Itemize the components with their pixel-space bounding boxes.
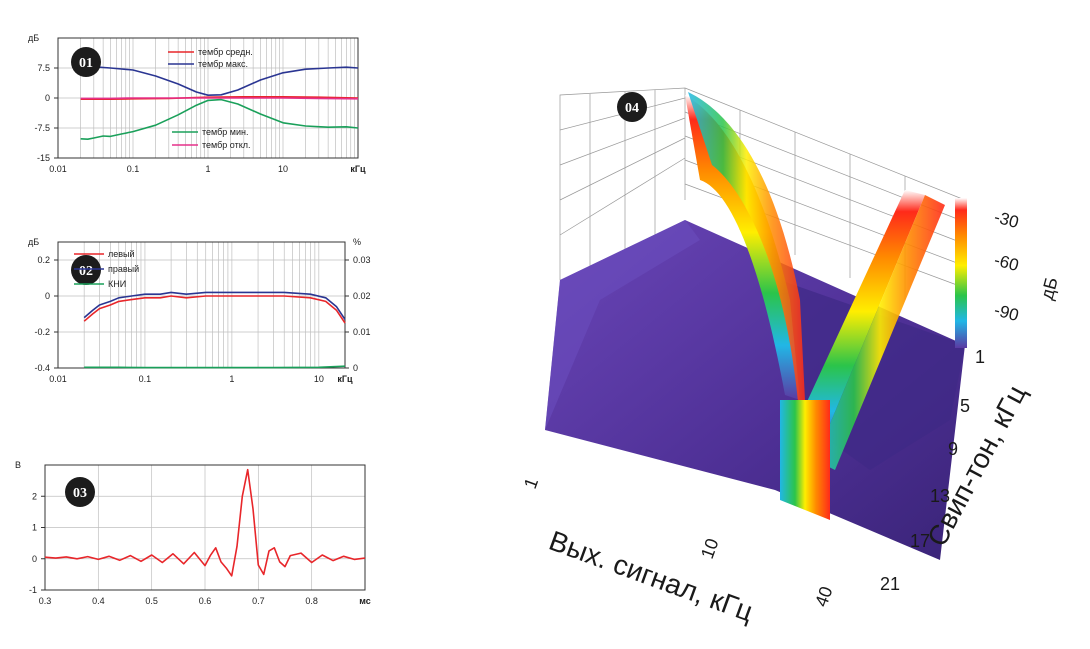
x-tick-label: 0.01 [49, 374, 67, 384]
badge-04: 04 [617, 92, 647, 122]
x-axis-unit: кГц [337, 374, 353, 384]
z-tick: -90 [992, 300, 1021, 325]
series-line [80, 97, 359, 100]
x-axis-unit: мс [359, 596, 371, 606]
legend-item-right: правый [108, 264, 139, 274]
y2-tick-label: 0.01 [353, 327, 371, 337]
series-line [80, 66, 359, 96]
y-tick: 21 [880, 574, 900, 594]
y2-tick-label: 0.03 [353, 255, 371, 265]
x-tick: 10 [697, 536, 723, 562]
series-line [83, 295, 346, 324]
y-tick-label: -0.4 [34, 363, 50, 373]
y-axis-label: дБ [28, 33, 39, 43]
legend-02: левый правый КНИ [74, 249, 139, 289]
x-tick-label: 0.4 [92, 596, 105, 606]
badge-02: 02 [71, 255, 101, 285]
y-tick-label: -7.5 [34, 123, 50, 133]
badge-03-label: 03 [73, 486, 87, 501]
series-line [44, 468, 366, 577]
x-tick-label: 0.01 [49, 164, 67, 174]
chart-04: 04 -30 -60 -90 дБ 1 5 9 13 17 21 Свип-то… [520, 87, 1062, 628]
legend-01-bottom: тембр мин. тембр откл. [172, 127, 251, 150]
chart-01: -15 -7.5 0 7.5 дБ 0.01 0.1 1 10 кГц 01 тембр сред… [28, 33, 366, 174]
x-axis-label: Вых. сигнал, кГц [545, 525, 757, 628]
x-tick-label: 10 [278, 164, 288, 174]
badge-01-label: 01 [79, 56, 93, 71]
series-line [83, 291, 346, 320]
y-tick-label: 0 [32, 554, 37, 564]
x-tick-label: 0.5 [145, 596, 158, 606]
badge-01: 01 [71, 47, 101, 77]
y-tick-label: 0 [45, 93, 50, 103]
x-tick-label: 0.7 [252, 596, 265, 606]
chart-03: -1 0 1 2 В 0.3 0.4 0.5 0.6 0.7 0.8 мс 03 [15, 460, 371, 606]
legend-item-timbre-min: тембр мин. [202, 127, 248, 137]
x-tick-label: 0.3 [39, 596, 52, 606]
badge-02-label: 02 [79, 264, 93, 279]
y2-tick-label: 0 [353, 363, 358, 373]
legend-item-timbre-off: тембр откл. [202, 140, 251, 150]
y-tick: 9 [948, 439, 958, 459]
y2-axis-label: % [353, 237, 361, 247]
legend-item-timbre-max: тембр макс. [198, 59, 248, 69]
surface-ridge-straight [780, 190, 945, 520]
y-tick-label: -15 [37, 153, 50, 163]
surface-colorbar: -30 -60 -90 дБ [955, 198, 1062, 348]
y-tick: 1 [975, 347, 985, 367]
y-tick-label: 1 [32, 523, 37, 533]
chart-02: -0.4 -0.2 0 0.2 дБ 0 0.01 0.02 0.03% 0.01 0.1 1 10 кГ… [28, 237, 371, 384]
series-line [80, 98, 359, 140]
badge-04-label: 04 [625, 101, 639, 116]
z-tick: -30 [992, 207, 1021, 232]
x-tick-label: 1 [229, 374, 234, 384]
y-axis-label: В [15, 460, 21, 470]
y-tick: 17 [910, 531, 930, 551]
x-tick-label: 0.6 [199, 596, 212, 606]
y-tick: 5 [960, 396, 970, 416]
x-tick-label: 0.1 [139, 374, 152, 384]
x-tick-label: 1 [205, 164, 210, 174]
x-tick-label: 0.1 [127, 164, 140, 174]
y-tick: 13 [930, 486, 950, 506]
badge-03: 03 [65, 477, 95, 507]
legend-item-left: левый [108, 249, 135, 259]
y-tick-label: 7.5 [37, 63, 50, 73]
y2-tick-label: 0.02 [353, 291, 371, 301]
y-tick-label: -0.2 [34, 327, 50, 337]
y-tick-label: 2 [32, 491, 37, 501]
legend-item-timbre-avg: тембр средн. [198, 47, 253, 57]
x-axis-unit: кГц [350, 164, 366, 174]
y-tick-label: 0 [45, 291, 50, 301]
surface-ridge-curved [685, 92, 805, 402]
x-tick: 40 [811, 584, 837, 610]
legend-item-thd: КНИ [108, 279, 126, 289]
z-axis-label: дБ [1037, 275, 1062, 302]
z-tick: -60 [992, 250, 1021, 275]
series-line [84, 365, 346, 369]
y-tick-label: 0.2 [37, 255, 50, 265]
legend-01-top: тембр средн. тембр макс. [168, 47, 253, 69]
x-tick: 1 [520, 475, 542, 491]
y-axis-label: дБ [28, 237, 39, 247]
y-tick-label: -1 [29, 585, 37, 595]
x-tick-label: 0.8 [305, 596, 318, 606]
x-tick-label: 10 [314, 374, 324, 384]
